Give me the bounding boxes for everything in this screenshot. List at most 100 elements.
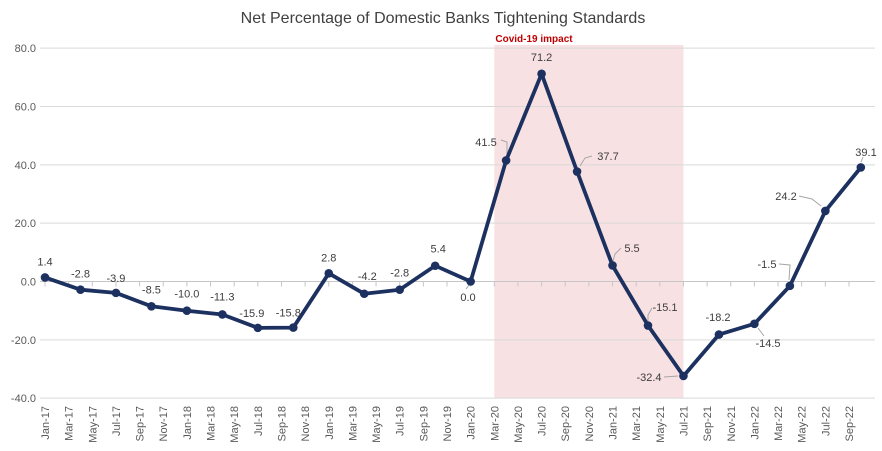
data-point-marker [537, 69, 546, 79]
data-point-marker [679, 371, 688, 381]
x-axis-tick-label: May-18 [229, 406, 241, 443]
series-line [43, 71, 863, 378]
label-leader-line [579, 155, 593, 167]
data-point-label: 2.8 [321, 252, 336, 264]
x-axis-tick-label: Sep-19 [418, 406, 430, 441]
data-point-label: 5.5 [624, 243, 639, 255]
data-point-label: -3.9 [106, 273, 125, 285]
x-axis-tick-label: Mar-18 [206, 406, 218, 441]
data-point-label: -1.5 [758, 259, 777, 271]
x-axis-tick-label: Sep-22 [844, 406, 856, 441]
data-point-label: 71.2 [531, 52, 552, 64]
data-point-label: -15.1 [652, 302, 677, 314]
data-point-marker [643, 321, 653, 330]
y-axis-tick-label: 40.0 [15, 160, 36, 172]
data-point-marker [501, 156, 511, 165]
x-axis-tick-label: May-20 [513, 406, 525, 443]
data-point-label: -14.5 [755, 338, 780, 350]
x-axis-tick-label: Nov-18 [300, 406, 312, 441]
x-axis-tick-label: Nov-17 [158, 406, 170, 441]
x-axis-tick-label: Jul-17 [111, 406, 123, 436]
data-point-label: -15.9 [239, 308, 264, 320]
data-point-marker [466, 277, 475, 286]
data-point-label: -15.8 [276, 308, 301, 320]
y-axis-tick-label: 80.0 [15, 43, 36, 55]
gridlines-layer [40, 47, 875, 399]
data-point-marker [182, 306, 192, 315]
data-point-label: 1.4 [37, 256, 52, 268]
x-axis-tick-label: May-19 [371, 406, 383, 443]
x-axis-tick-label: Sep-17 [135, 406, 147, 441]
label-leader-line [757, 327, 765, 337]
data-point-marker [218, 310, 227, 319]
data-point-marker [253, 323, 263, 333]
data-point-label: -8.5 [142, 284, 161, 296]
x-axis-tick-label: Nov-20 [584, 406, 596, 441]
x-axis-tick-label: Jul-19 [395, 406, 407, 436]
chart-title: Net Percentage of Domestic Banks Tighten… [241, 10, 646, 27]
data-point-label: 39.1 [855, 147, 876, 159]
y-axis-tick-label: 60.0 [15, 101, 36, 113]
data-point-label: -32.4 [636, 372, 661, 384]
data-point-label: -10.0 [174, 289, 199, 301]
covid-region-layer [494, 45, 684, 399]
x-axis-tick-label: Jan-20 [466, 406, 478, 440]
x-axis-tick-label: May-17 [87, 406, 99, 443]
label-leader-lines-layer [465, 139, 864, 378]
data-point-label: -4.2 [358, 271, 377, 283]
data-point-label: -18.2 [705, 312, 730, 324]
x-axis-tick-label: Nov-19 [442, 406, 454, 441]
data-point-label: 24.2 [775, 191, 796, 203]
x-axis-tick-label: Mar-22 [773, 406, 785, 441]
x-axis-tick-label: Mar-21 [631, 406, 643, 441]
axis-layer [40, 281, 875, 287]
covid-region [494, 45, 684, 399]
x-axis-tick-label: May-21 [655, 406, 667, 443]
x-axis-tick-label: Jan-22 [749, 406, 761, 440]
data-point-label: 37.7 [597, 151, 618, 163]
x-axis-tick-label: Jul-22 [820, 406, 832, 436]
data-point-marker [750, 319, 759, 329]
data-point-label: -2.8 [390, 268, 409, 280]
y-axis-tick-label: 0.0 [21, 277, 36, 289]
data-point-label: -11.3 [210, 291, 234, 303]
y-axis-tick-label: 20.0 [15, 218, 36, 230]
data-point-marker [40, 273, 50, 282]
data-point-marker [785, 281, 795, 291]
label-leader-line [612, 247, 622, 262]
x-axis-labels-layer: Jan-17 Mar-17 May-17 Jul-17 Sep-17 Nov-17 Jan-… [40, 406, 856, 443]
x-axis-tick-label: Mar-17 [64, 406, 76, 441]
data-point-label: -2.8 [71, 269, 90, 281]
data-point-marker [147, 301, 156, 311]
data-point-marker [714, 330, 724, 339]
x-axis-tick-label: Jul-20 [537, 406, 549, 436]
covid-annotation-label: Covid-19 impact [495, 34, 573, 45]
y-axis-tick-label: -40.0 [11, 393, 36, 405]
x-axis-tick-label: Sep-20 [560, 406, 572, 441]
data-point-marker [821, 206, 830, 216]
x-axis-tick-label: Jan-18 [182, 406, 194, 440]
y-axis-labels-layer: 80.0 60.0 40.0 20.0 0.0 -20.0 -40.0 [11, 43, 36, 405]
label-leader-line [798, 195, 822, 207]
data-point-label: 5.4 [431, 244, 446, 256]
data-point-marker [395, 285, 405, 294]
x-axis-tick-label: Jan-17 [40, 406, 52, 440]
x-axis-tick-label: May-22 [797, 406, 809, 443]
x-axis-tick-label: Jul-18 [253, 406, 265, 436]
data-point-marker [572, 167, 582, 176]
data-point-marker [856, 163, 866, 172]
y-axis-tick-label: -20.0 [11, 335, 36, 347]
series-layer [40, 69, 866, 381]
data-point-label: 41.5 [475, 137, 496, 149]
label-leader-line [663, 375, 679, 378]
data-labels-layer: 1.4 -2.8 -3.9 -8.5 -10.0 -11.3 -15.9 -15.8 2.8 -4… [37, 52, 876, 384]
label-leader-line [778, 263, 791, 281]
x-axis-tick-label: Jul-21 [678, 406, 690, 436]
data-point-marker [111, 288, 121, 298]
x-axis-tick-label: Sep-18 [276, 406, 288, 441]
x-axis-tick-label: Sep-21 [702, 406, 714, 441]
data-point-label: 0.0 [460, 292, 475, 304]
x-axis-tick-label: Mar-19 [347, 406, 359, 441]
